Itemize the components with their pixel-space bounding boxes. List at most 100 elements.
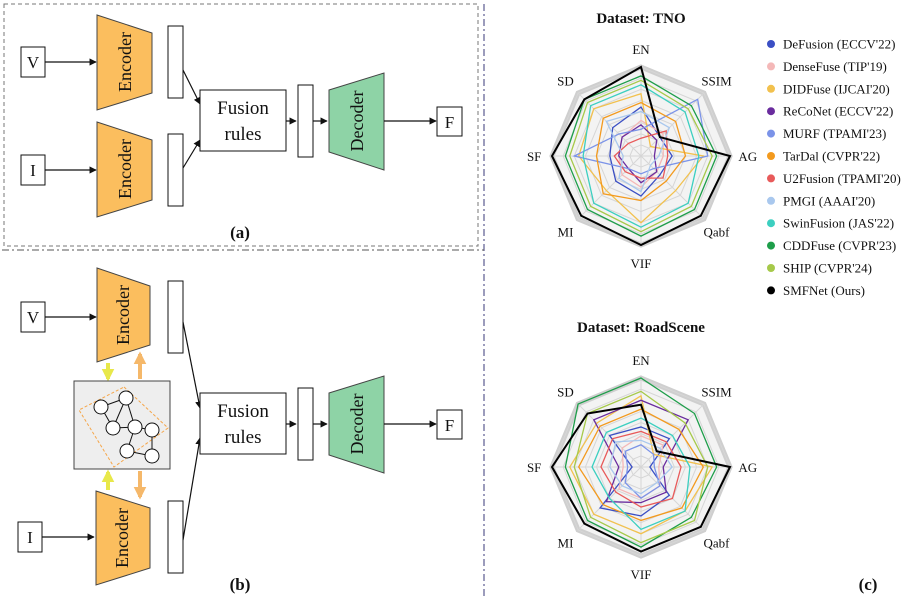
axis-label-ssim: SSIM	[701, 73, 732, 88]
legend-marker	[767, 152, 775, 160]
axis-label-en: EN	[632, 353, 650, 368]
encoder-bottom-label-b: Encoder	[112, 508, 132, 568]
axis-label-ag: AG	[738, 149, 757, 164]
axis-label-qabf: Qabf	[704, 225, 731, 240]
decoder-label: Decoder	[347, 91, 367, 152]
radar-spoke	[640, 155, 705, 220]
radar-series-tardal	[577, 408, 705, 522]
legend-label: PMGI (AAAI'20)	[783, 193, 875, 208]
radar-series-reconet	[618, 124, 658, 184]
radar-series-reconet	[592, 399, 690, 504]
axis-label-sf: SF	[527, 149, 541, 164]
panel-c: Dataset: TNO EN SSIM AG Qabf VIF MI SF SD Datas…	[527, 11, 901, 594]
axis-label-vif: VIF	[631, 256, 652, 271]
legend-label: ReCoNet (ECCV'22)	[783, 104, 893, 119]
radar-series-didfuse	[569, 394, 714, 535]
legend-marker	[767, 219, 775, 228]
encoder-bottom-shape	[96, 121, 153, 218]
fusion-rules-line2: rules	[225, 124, 262, 145]
encoder-top-label: Encoder	[115, 32, 135, 92]
arrow-bottom-to-fusion	[182, 139, 201, 169]
fused-feature-b	[297, 387, 314, 461]
output-label: F	[445, 113, 454, 132]
radar-series-murf	[572, 98, 709, 175]
input-v-box-b	[20, 301, 46, 333]
radar-series-cddfuse	[564, 75, 718, 237]
legend-label: SwinFusion (JAS'22)	[783, 216, 894, 231]
legend-label: TarDal (CVPR'22)	[783, 149, 880, 164]
decoder-shape	[328, 72, 385, 171]
panel-b: V I Encoder Encoder	[17, 267, 463, 594]
legend-marker	[767, 40, 775, 48]
radar-series-swinfusion	[582, 84, 700, 228]
decoder-label-b: Decoder	[347, 394, 367, 455]
legend-label: SMFNet (Ours)	[783, 283, 865, 298]
legend-label: SHIP (CVPR'24)	[783, 261, 872, 276]
fusion-rules-line1: Fusion	[217, 98, 269, 119]
caption-b: (b)	[230, 575, 251, 594]
radar-series-smfnet	[550, 403, 732, 553]
fusion-rules-line2-b: rules	[225, 427, 262, 448]
output-label-b: F	[445, 416, 454, 435]
fused-feature	[297, 84, 314, 158]
feature-bottom-b	[167, 500, 184, 574]
radar-series-tardal	[595, 101, 687, 202]
panel-a: V I Encoder Encoder Fusion rules Decoder…	[3, 3, 479, 247]
axis-label-vif: VIF	[631, 567, 652, 582]
legend-marker	[767, 84, 775, 93]
legend-label: DeFusion (ECCV'22)	[783, 37, 895, 52]
axis-label-sf: SF	[527, 460, 541, 475]
radar-series-u2fusion	[600, 430, 682, 508]
input-i-label-b: I	[27, 528, 33, 547]
legend-label: CDDFuse (CVPR'23)	[783, 238, 896, 253]
legend-marker	[767, 196, 775, 205]
encoder-bottom-shape-b	[95, 490, 151, 586]
caption-a: (a)	[230, 223, 250, 242]
decoder-shape-b	[328, 375, 385, 474]
legend-marker	[767, 129, 775, 138]
radar-tno: EN SSIM AG Qabf VIF MI SF SD	[527, 42, 757, 271]
panel-a-border	[3, 3, 479, 247]
legend-marker	[767, 174, 775, 183]
axis-label-ag: AG	[738, 460, 757, 475]
legend-marker	[767, 107, 775, 116]
fusion-rules-line1-b: Fusion	[217, 401, 269, 422]
radar-roadscene-title: Dataset: RoadScene	[577, 320, 705, 336]
arrow-top-to-fusion	[182, 69, 201, 105]
graph-icon	[78, 386, 169, 468]
radar-series-didfuse	[577, 92, 705, 224]
input-v-label-b: V	[27, 308, 40, 327]
legend-label: DenseFuse (TIP'19)	[783, 59, 887, 74]
axis-label-qabf: Qabf	[704, 536, 731, 551]
encoder-top-shape	[96, 14, 153, 111]
fusion-rules-box-b	[199, 392, 287, 455]
input-i-label: I	[30, 161, 36, 180]
radar-series-murf	[624, 444, 661, 499]
output-box	[436, 106, 463, 137]
feature-top-b	[167, 280, 184, 354]
legend-label: U2Fusion (TPAMI'20)	[783, 171, 901, 186]
encoder-top-label-b: Encoder	[113, 285, 133, 345]
radar-series-ship	[569, 79, 713, 233]
radar-spoke	[577, 155, 642, 220]
input-i-box-b	[17, 521, 43, 553]
legend-marker	[767, 62, 775, 71]
arrow-top-to-fusion-b	[182, 321, 203, 409]
legend-marker	[767, 264, 775, 272]
encoder-top-shape-b	[96, 267, 151, 363]
encoder-bottom-label: Encoder	[115, 139, 135, 199]
legend-label: MURF (TPAMI'23)	[783, 126, 886, 141]
radar-series-swinfusion	[591, 417, 691, 531]
input-v-box	[20, 46, 46, 78]
legend-marker	[767, 241, 775, 250]
axis-label-en: EN	[632, 42, 650, 57]
output-box-b	[436, 409, 463, 440]
radar-spoke	[640, 92, 705, 157]
axis-label-mi: MI	[558, 536, 574, 551]
feature-top	[167, 25, 184, 99]
radar-tno-title: Dataset: TNO	[596, 11, 685, 27]
legend-label: DIDFuse (IJCAI'20)	[783, 81, 890, 96]
radar-series-ship	[573, 390, 709, 544]
legend-marker	[767, 286, 775, 295]
